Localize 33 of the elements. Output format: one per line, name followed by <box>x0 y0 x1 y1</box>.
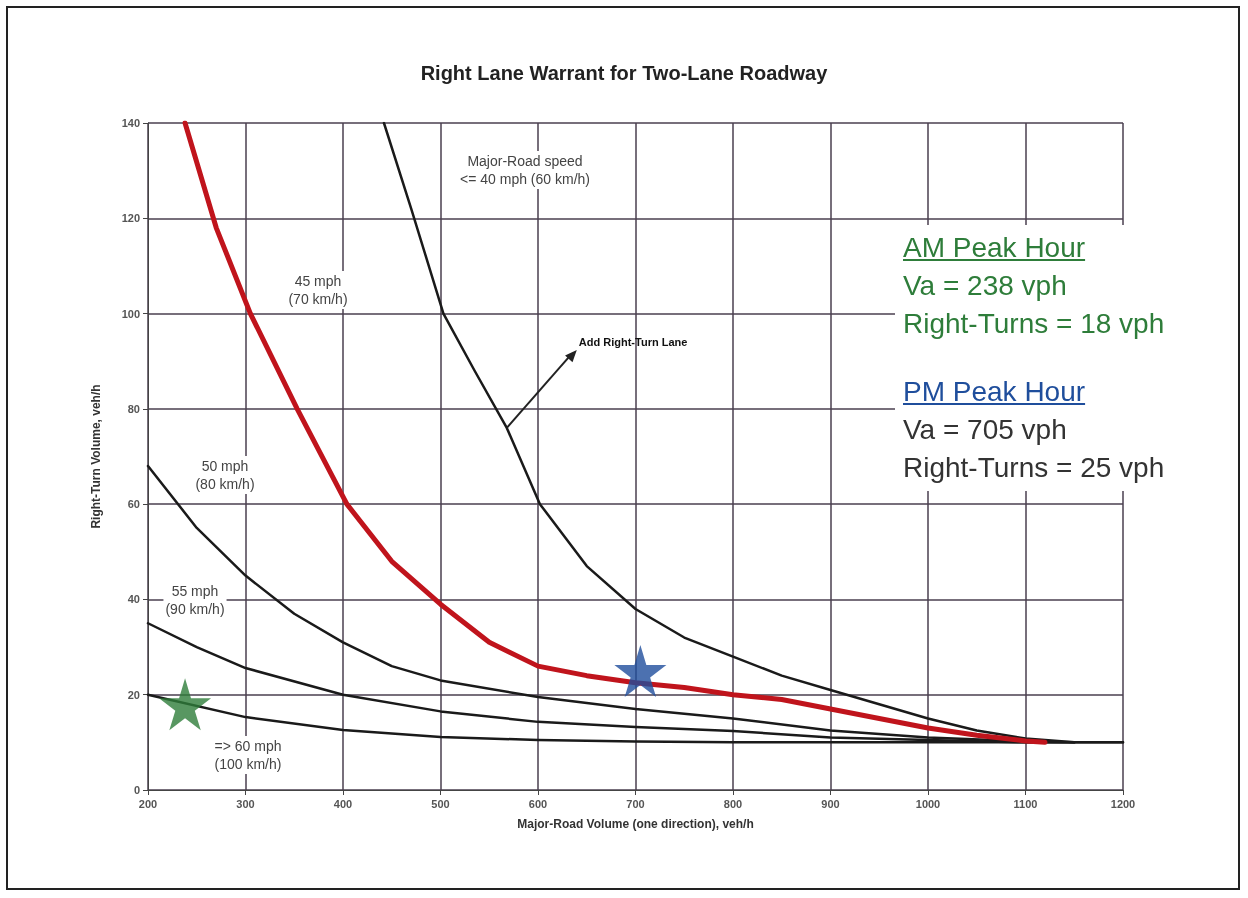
y-tick-label: 20 <box>127 688 140 701</box>
annotation: AM Peak Hour <box>903 231 1087 265</box>
x-tick-label: 1000 <box>915 797 941 810</box>
y-tick-label: 100 <box>121 307 140 320</box>
x-tick-label: 900 <box>821 797 840 810</box>
annotation: PM Peak Hour <box>903 375 1087 409</box>
x-tick-label: 800 <box>723 797 743 810</box>
x-tick-label: 400 <box>333 797 353 810</box>
x-tick-label: 1200 <box>1110 797 1136 810</box>
annotation: Va = 238 vph <box>903 269 1068 303</box>
y-tick-label: 60 <box>127 498 140 511</box>
annotation: 50 mph (80 km/h) <box>195 458 255 492</box>
y-tick-label: 0 <box>133 784 140 796</box>
y-tick-label: 80 <box>127 402 140 415</box>
y-tick-label: 140 <box>121 117 140 129</box>
chart-title: Right Lane Warrant for Two-Lane Roadway <box>420 62 829 84</box>
x-axis-title: Major-Road Volume (one direction), veh/h <box>517 817 754 831</box>
x-tick-label: 700 <box>626 797 645 810</box>
y-tick-label: 40 <box>127 593 140 606</box>
x-tick-label: 600 <box>528 797 548 810</box>
annotation: 55 mph (90 km/h) <box>165 583 225 617</box>
x-tick-label: 1100 <box>1013 797 1038 810</box>
x-tick-label: 500 <box>431 797 450 810</box>
x-tick-label: 300 <box>236 797 255 810</box>
annotation: Right-Turns = 18 vph <box>903 307 1165 341</box>
x-tick-label: 200 <box>138 797 158 810</box>
y-tick-label: 120 <box>121 212 140 225</box>
annotation: => 60 mph (100 km/h) <box>214 738 282 772</box>
annotation: 45 mph (70 km/h) <box>288 273 348 307</box>
annotation: Major-Road speed <= 40 mph (60 km/h) <box>460 153 590 187</box>
annotation: Va = 705 vph <box>903 413 1068 447</box>
y-axis-title: Right-Turn Volume, veh/h <box>89 384 103 529</box>
annotation: Right-Turns = 25 vph <box>903 451 1165 485</box>
